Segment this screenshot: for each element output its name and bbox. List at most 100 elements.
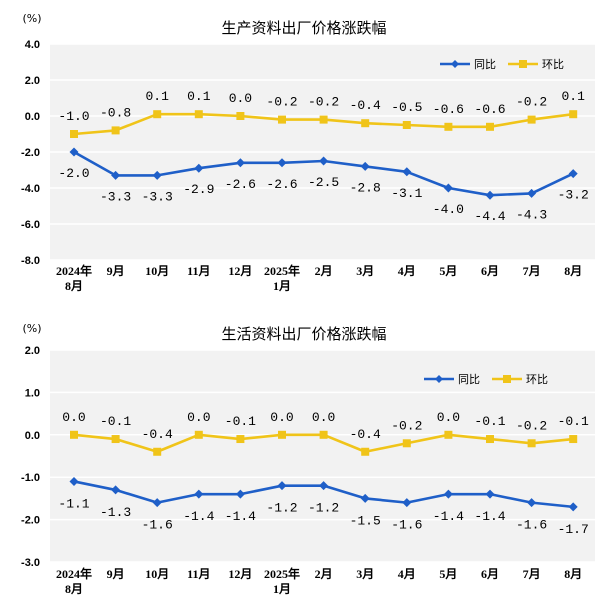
data-point-marker (319, 430, 328, 439)
data-label: -0.2 (391, 418, 422, 433)
data-point-marker (278, 430, 286, 439)
x-tick-label: 10月 (145, 567, 169, 581)
data-point-marker (152, 498, 162, 508)
x-tick-label: 3月 (356, 567, 374, 581)
x-tick-label: 7月 (523, 567, 541, 581)
legend-label: 同比 (474, 58, 496, 71)
data-point-marker (319, 115, 328, 124)
chart-producer-goods: 4.0 2.0 0.0 -2.0 -4.0 -6.0 -8.0 生产资料出厂价格涨跌幅 (%) 2… (0, 0, 608, 300)
data-label: -1.2 (266, 501, 297, 516)
data-point-marker (152, 170, 162, 180)
data-point-marker (194, 430, 203, 439)
x-tick-label: 2024年 8月 (56, 263, 92, 293)
chart-title: 生产资料出厂价格涨跌幅 (221, 19, 386, 37)
data-label: -0.4 (142, 427, 173, 442)
data-label: -1.0 (58, 109, 89, 124)
data-point-marker (319, 156, 329, 166)
data-point-marker (69, 147, 79, 157)
y-tick-label: -3.0 (21, 557, 40, 569)
data-point-marker (235, 158, 245, 168)
legend-marker (519, 60, 527, 68)
data-label: -0.8 (100, 105, 131, 120)
data-label: -2.5 (308, 175, 339, 190)
y-unit-label: (%) (22, 322, 41, 335)
data-point-marker (361, 447, 370, 456)
chart-consumer-goods: 2.0 1.0 0.0 -1.0 -2.0 -3.0 生活资料出厂价格涨跌幅 (%) 2024年… (0, 305, 608, 614)
x-tick-label: 4月 (398, 264, 416, 278)
x-tick-label: 6月 (481, 264, 499, 278)
x-tick-label: 5月 (439, 264, 457, 278)
y-tick-label: 4.0 (25, 39, 40, 51)
data-label: 0.0 (187, 410, 210, 425)
data-label: 0.1 (187, 89, 211, 104)
y-tick-label: -4.0 (21, 183, 40, 195)
data-label: -1.4 (225, 509, 256, 524)
data-point-marker (70, 130, 78, 138)
x-tick-label: 10月 (145, 264, 169, 278)
data-point-marker (402, 498, 412, 508)
y-tick-label: -1.0 (21, 472, 40, 484)
y-tick-label: 0.0 (25, 111, 40, 123)
data-point-marker (443, 183, 453, 193)
data-point-marker (277, 158, 287, 168)
data-point-marker (402, 167, 412, 177)
data-label: 0.1 (145, 89, 169, 104)
chart-svg-producer: 4.0 2.0 0.0 -2.0 -4.0 -6.0 -8.0 生产资料出厂价格涨跌幅 (%) 2… (21, 12, 595, 293)
data-point-marker (111, 485, 121, 495)
data-label: -1.1 (58, 496, 89, 511)
data-label: -3.3 (142, 189, 173, 204)
y-tick-label: 0.0 (25, 430, 40, 442)
data-label: -0.2 (308, 95, 339, 110)
x-tick-label: 11月 (187, 567, 210, 581)
data-point-marker (443, 489, 453, 499)
data-label: -0.2 (516, 95, 547, 110)
data-label: -4.3 (516, 207, 547, 222)
data-label: -1.2 (308, 501, 339, 516)
y-tick-label: -2.0 (21, 515, 40, 527)
data-point-marker (360, 493, 370, 503)
x-tick-label: 3月 (356, 264, 374, 278)
data-point-marker (444, 430, 453, 439)
data-label: -2.0 (58, 166, 89, 181)
data-label: -1.4 (474, 509, 505, 524)
data-label: -4.4 (474, 209, 505, 224)
data-label: -2.9 (183, 182, 214, 197)
data-label: -0.1 (474, 414, 505, 429)
data-point-marker (70, 430, 78, 439)
x-tick-label: 4月 (398, 567, 416, 581)
legend-label: 同比 (458, 373, 480, 386)
x-tick-label: 6月 (481, 567, 499, 581)
data-label: -1.4 (183, 509, 214, 524)
data-point-marker (527, 439, 536, 448)
x-tick-label: 2月 (315, 567, 333, 581)
legend-marker (503, 375, 511, 383)
data-point-marker (569, 435, 578, 444)
x-tick-label: 7月 (523, 264, 541, 278)
data-label: -0.2 (266, 95, 297, 110)
data-label: -0.4 (350, 427, 381, 442)
data-point-marker (402, 121, 411, 129)
chart-title: 生活资料出厂价格涨跌幅 (221, 325, 386, 343)
data-label: -3.3 (100, 189, 131, 204)
data-point-marker (319, 481, 329, 491)
data-point-marker (485, 190, 495, 200)
data-point-marker (568, 169, 578, 179)
data-point-marker (194, 163, 204, 173)
data-point-marker (486, 435, 494, 444)
data-point-marker (527, 498, 537, 508)
x-tick-label: 8月 (564, 264, 582, 278)
data-point-marker (444, 122, 453, 131)
data-point-marker (361, 119, 370, 128)
chart-svg-consumer: 2.0 1.0 0.0 -1.0 -2.0 -3.0 生活资料出厂价格涨跌幅 (%) 2024年… (21, 322, 595, 596)
data-label: -4.0 (433, 202, 464, 217)
data-label: 0.0 (62, 410, 85, 425)
data-label: -3.2 (558, 188, 589, 203)
y-tick-label: 1.0 (25, 387, 40, 399)
x-tick-label: 11月 (187, 264, 210, 278)
legend-marker (435, 375, 443, 383)
x-tick-label: 2024年 8月 (56, 566, 92, 596)
data-label: -0.6 (474, 102, 505, 117)
data-label: -2.6 (225, 177, 256, 192)
data-point-marker (527, 115, 536, 124)
x-tick-label: 2025年 1月 (264, 263, 300, 293)
